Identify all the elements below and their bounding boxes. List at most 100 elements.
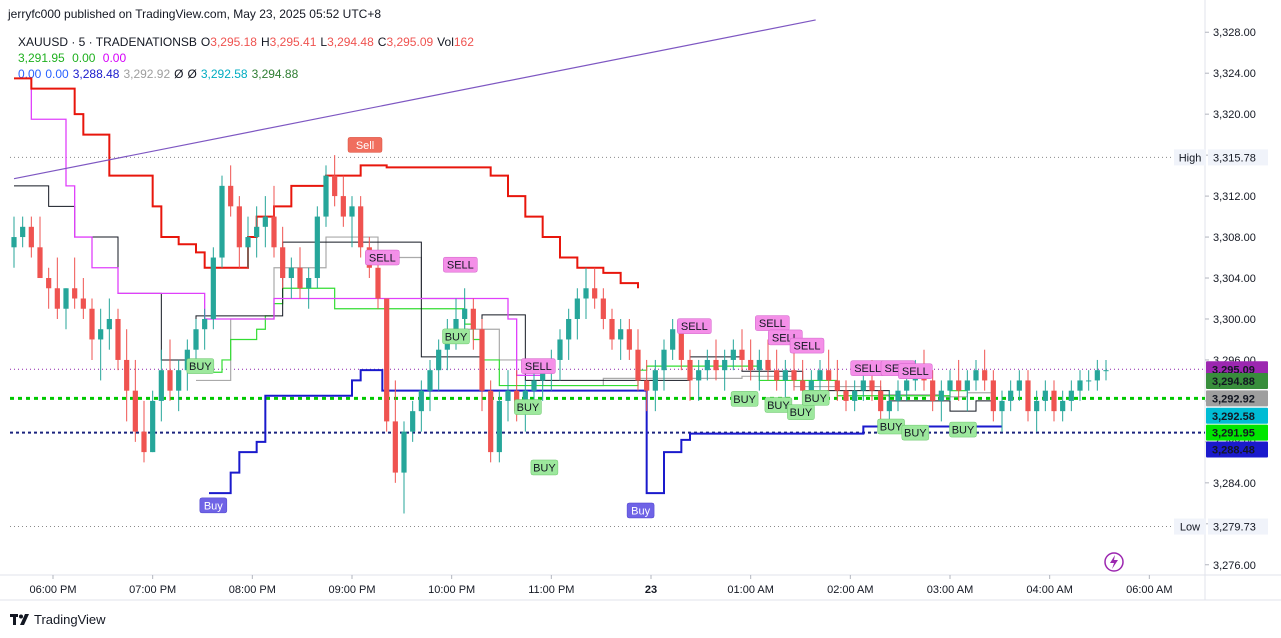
candle-body [150, 400, 156, 453]
candle-body [999, 400, 1005, 412]
candle [600, 288, 606, 330]
lightning-icon[interactable] [1104, 552, 1124, 572]
candle [938, 380, 944, 422]
candle-body [11, 237, 17, 248]
candle-body [332, 175, 338, 197]
candle-body [1094, 370, 1100, 381]
candle-body [904, 380, 910, 391]
candle [739, 329, 745, 371]
candle [1103, 359, 1109, 381]
candle-body [80, 298, 86, 309]
x-tick-label: 03:00 AM [927, 584, 973, 596]
signal-badge [789, 337, 825, 354]
signal-badge [521, 358, 556, 374]
candle-body [765, 359, 771, 371]
signal-label: BUY [517, 402, 540, 414]
signal-badge [186, 358, 215, 374]
candle-body [1016, 380, 1022, 391]
signal-label: SELL [854, 363, 881, 375]
candle [782, 359, 788, 401]
candle [89, 298, 95, 360]
candle-body [687, 359, 693, 381]
candle [496, 390, 502, 463]
candle-body [202, 318, 208, 330]
candle [314, 206, 320, 289]
candle [635, 329, 641, 391]
candle-body [323, 175, 329, 217]
candle-body [1051, 390, 1057, 412]
candle-body [722, 359, 728, 371]
signal-label: BUY [880, 422, 903, 434]
candle [756, 349, 762, 391]
candle [1034, 390, 1040, 432]
candle [37, 216, 43, 279]
candle-body [462, 308, 468, 319]
signal-badge [949, 421, 977, 438]
x-tick-label: 07:00 PM [129, 584, 176, 596]
signal-buy: BUY [787, 404, 815, 420]
candle-body [132, 390, 138, 432]
candle [1008, 380, 1014, 412]
candle-body [609, 318, 615, 340]
signal-sell: SELL [521, 358, 556, 374]
candle-body [635, 349, 641, 381]
candle-body [141, 431, 147, 453]
signal-buy: Buy [626, 502, 655, 519]
legend-volume-label: Vol [437, 35, 454, 49]
candle-body [947, 380, 953, 391]
candle-body [410, 411, 416, 432]
blue-indicator-line [209, 369, 1002, 495]
signal-badge [901, 424, 930, 441]
y-tick-label: 3,284.00 [1213, 478, 1256, 490]
candle-body [748, 359, 754, 371]
candle [696, 359, 702, 401]
signal-buy: BUY [801, 390, 830, 406]
signal-sell: SELL [677, 318, 712, 334]
candle-body [228, 185, 234, 207]
legend-symbol[interactable]: XAUUSD · 5 · TRADENATIONSB [18, 35, 197, 49]
legend-row-indicator-1: 3,291.95 0.00 0.00 [18, 50, 478, 66]
candle [748, 339, 754, 381]
legend-close-label: C [377, 35, 387, 49]
magenta-indicator-line [14, 77, 543, 376]
legend-ind1-value-2: 0.00 [72, 51, 96, 65]
signal-sell: Sell [347, 137, 383, 153]
price-tag: 3,291.95 [1206, 424, 1268, 441]
candle-body [167, 370, 173, 391]
candle [150, 390, 156, 453]
signal-badge [898, 363, 933, 379]
candle-body [271, 216, 277, 248]
candle [557, 329, 563, 381]
legend-ind2-value-5: Ø [174, 67, 184, 81]
signal-badge [677, 318, 712, 334]
price-tag-label: High [1179, 152, 1202, 164]
y-tick-label: 3,304.00 [1213, 273, 1256, 285]
candle-body [956, 380, 962, 391]
legend-row-ohlc: XAUUSD · 5 · TRADENATIONSB O3,295.18 H3,29… [18, 34, 478, 50]
candle-body [20, 226, 26, 238]
price-tag-bg [1206, 372, 1268, 389]
candle-body [661, 349, 667, 371]
candle-body [124, 359, 130, 391]
price-tag: 3,294.88 [1206, 372, 1268, 389]
signal-label: BUY [533, 462, 556, 474]
candle [80, 278, 86, 319]
candle-body [964, 380, 970, 391]
candle-body [739, 349, 745, 360]
candle [141, 400, 147, 463]
candle-body [1060, 400, 1066, 412]
candle [167, 339, 173, 401]
candle [1025, 370, 1031, 422]
candle-body [774, 370, 780, 381]
candle-body [860, 380, 866, 391]
candle-body [54, 288, 60, 309]
candle [236, 196, 242, 268]
candle-body [505, 390, 511, 401]
candle [1077, 370, 1083, 401]
legend-high-label: H [260, 35, 270, 49]
tradingview-logo: TradingView [10, 612, 106, 627]
candle-body [28, 226, 34, 248]
candle-body [756, 359, 762, 371]
candle-body [427, 370, 433, 391]
